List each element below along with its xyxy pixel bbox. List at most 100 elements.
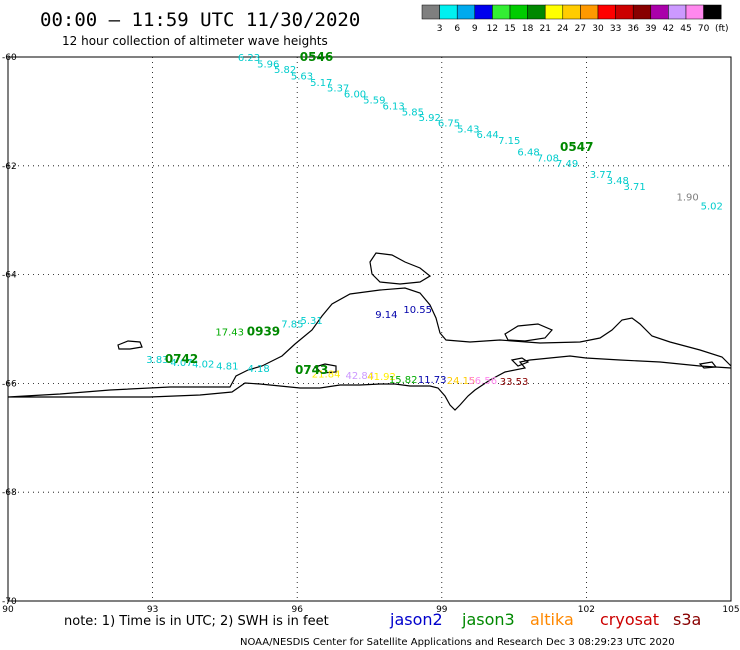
legend-swatch (509, 4, 528, 20)
pass-time-label: 0939 (247, 325, 280, 339)
legend-swatch (615, 4, 634, 20)
wave-height-point: 6.23 (238, 53, 260, 64)
legend-tick-label: 15 (504, 24, 515, 34)
legend-swatch (544, 4, 564, 20)
legend-swatch (421, 4, 440, 20)
y-tick-label: -62 (2, 162, 17, 172)
legend-tick-label: 12 (487, 24, 498, 34)
pass-time-labels: 0546 0547 0939 0742 0743 (165, 50, 594, 377)
x-tick-label: 102 (578, 605, 595, 615)
satellite-name: cryosat (600, 610, 659, 629)
satellite-name: jason3 (461, 610, 515, 629)
color-scale-legend: 3 6 9 12 15 18 21 24 27 30 33 36 39 42 45 70 (421, 4, 722, 34)
wave-height-point: 5.85 (402, 107, 424, 118)
wave-height-point: 7.49 (556, 159, 578, 170)
coastline-islet-3 (698, 361, 718, 369)
legend-swatch (597, 4, 616, 20)
satellite-legend: jason2 jason3 altika cryosat s3a (389, 610, 701, 629)
axis-ticks: 90 93 96 99 102 105 -60 -62 -64 -66 -68 -70 (2, 53, 740, 615)
wave-height-point: 3.77 (590, 170, 612, 181)
legend-tick-label: 6 (454, 24, 460, 34)
wave-height-point: 33.53 (500, 377, 529, 388)
x-tick-label: 90 (2, 605, 14, 615)
legend-swatch (685, 4, 704, 20)
pass-time-label: 0742 (165, 352, 198, 366)
pass-time-label: 0547 (560, 140, 593, 154)
legend-tick-label: 9 (472, 24, 478, 34)
wave-height-point: 42.84 (346, 371, 375, 382)
wave-height-point: 4.02 (192, 359, 214, 370)
legend-tick-label: 24 (557, 24, 569, 34)
wave-height-point: 10.55 (403, 305, 432, 316)
y-tick-label: -66 (2, 379, 17, 389)
wave-height-point: 5.31 (301, 316, 323, 327)
wave-height-point: 5.59 (363, 95, 385, 106)
wave-height-point: 15.82 (389, 375, 418, 386)
legend-swatch (562, 4, 581, 20)
wave-height-point: 11.73 (418, 375, 447, 386)
coastline (7, 252, 732, 411)
wave-height-point: 6.48 (517, 148, 539, 159)
wave-height-point: 5.17 (310, 78, 332, 89)
legend-swatch (474, 4, 493, 20)
wave-height-point: 5.96 (257, 60, 279, 71)
wave-height-point: 6.13 (382, 101, 404, 112)
wave-height-point: 6.00 (344, 89, 366, 100)
wave-height-labels: 6.235.965.825.635.175.376.005.596.135.85… (146, 53, 723, 388)
wave-height-point: 5.37 (327, 83, 349, 94)
wave-height-point: 41.92 (367, 372, 396, 383)
legend-tick-label: 70 (698, 24, 710, 34)
wave-height-point: 17.43 (215, 328, 244, 339)
x-tick-label: 93 (147, 605, 158, 615)
legend-swatch (632, 4, 652, 20)
legend-tick-label: 33 (610, 24, 621, 34)
wave-height-point: 21.84 (312, 370, 341, 381)
wave-height-point: 6.44 (476, 130, 498, 141)
wave-height-point: 5.02 (701, 202, 723, 213)
wave-height-point: 3.71 (623, 182, 645, 193)
legend-swatch (492, 4, 511, 20)
legend-tick-label: 18 (522, 24, 534, 34)
wave-height-point: 6.75 (438, 118, 460, 129)
wave-height-point: 56.56 (468, 376, 497, 387)
wave-height-point: 1.90 (676, 192, 698, 203)
legend-swatch (527, 4, 546, 20)
y-tick-label: -60 (2, 53, 17, 63)
legend-swatch (439, 4, 458, 20)
wave-height-point: 7.85 (281, 320, 303, 331)
x-tick-label: 105 (722, 605, 739, 615)
credit-line: NOAA/NESDIS Center for Satellite Applica… (240, 637, 675, 648)
units-note: note: 1) Time is in UTC; 2) SWH is in fe… (64, 614, 329, 629)
pass-time-label: 0546 (300, 50, 333, 64)
wave-height-point: 24.15 (447, 376, 476, 387)
wave-height-point: 5.92 (419, 113, 441, 124)
chart-title: 00:00 – 11:59 UTC 11/30/2020 (40, 9, 360, 31)
x-tick-label: 96 (291, 605, 303, 615)
satellite-name: s3a (673, 610, 701, 629)
wave-height-point: 7.15 (498, 136, 520, 147)
satellite-name: altika (530, 610, 574, 629)
grid-lines (8, 57, 731, 601)
coastline-island-west (117, 340, 143, 350)
wave-height-point: 5.63 (291, 71, 313, 82)
legend-tick-label: 45 (680, 24, 691, 34)
wave-height-point: 4.18 (248, 364, 270, 375)
pass-time-label: 0743 (295, 363, 328, 377)
wave-height-point: 5.82 (274, 65, 296, 76)
legend-swatch (703, 4, 722, 20)
legend-tick-label: 3 (437, 24, 443, 34)
y-tick-label: -70 (2, 597, 17, 607)
coastline-islet-1 (313, 363, 337, 374)
legend-swatch (668, 4, 687, 20)
chart-subtitle: 12 hour collection of altimeter wave hei… (62, 34, 328, 48)
coastline-mainland (7, 287, 732, 411)
legend-tick-label: 39 (645, 24, 657, 34)
y-tick-label: -68 (2, 488, 17, 498)
legend-tick-label: 27 (575, 24, 586, 34)
legend-swatch (650, 4, 669, 20)
coastline-island-east (504, 323, 553, 342)
legend-swatch (456, 4, 476, 20)
coastline-islet-2 (510, 357, 530, 367)
wave-height-point: 3.83 (146, 355, 168, 366)
